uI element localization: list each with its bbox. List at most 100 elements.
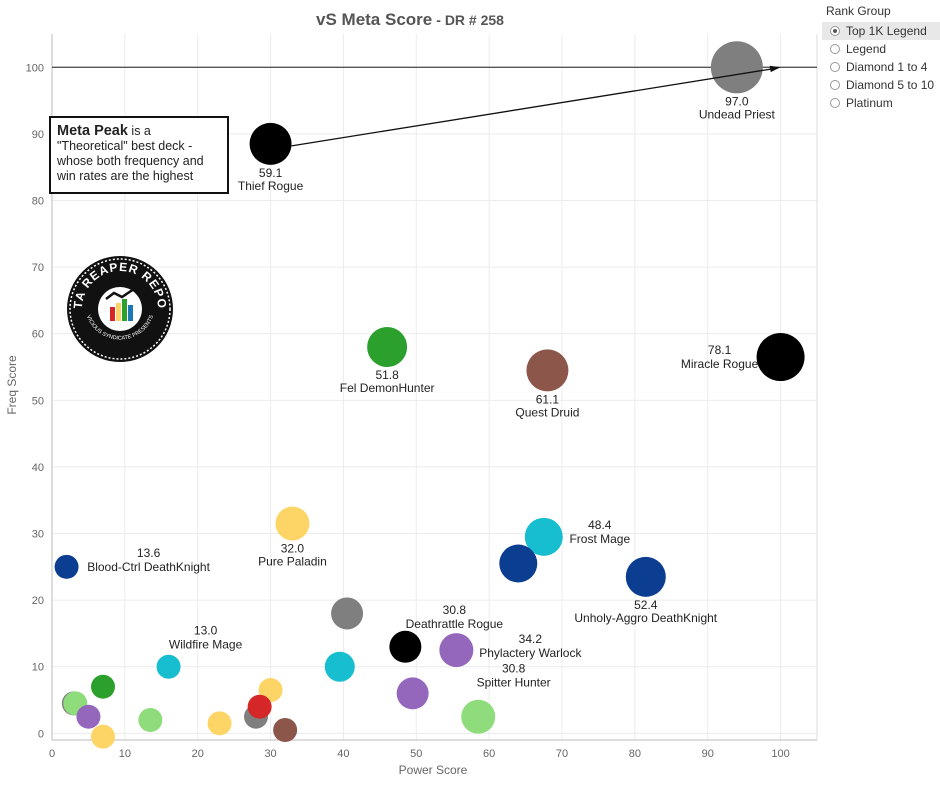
legend-items: Top 1K Legend Legend Diamond 1 to 4 Diamond… [822,22,940,112]
y-tick-label: 80 [32,196,44,208]
point-score-label: 97.0 [725,94,749,108]
data-point[interactable] [461,699,496,734]
data-point[interactable] [331,597,364,630]
legend-title: Rank Group [826,4,891,18]
data-reaper-logo: DATA REAPER REPORT VICIOUS SYNDICATE PRE… [66,255,173,362]
point-name-label: Fel DemonHunter [340,381,435,395]
data-point[interactable] [249,122,292,165]
y-tick-label: 70 [32,262,44,274]
y-tick-label: 60 [32,329,44,341]
data-point[interactable] [625,556,666,597]
data-point[interactable] [526,349,569,392]
data-point[interactable] [439,633,474,668]
grid [51,34,817,740]
data-point[interactable] [396,677,429,710]
point-name-label: Thief Rogue [238,179,304,193]
x-tick-label: 20 [192,748,204,760]
legend-option-label: Platinum [846,96,893,110]
x-tick-label: 90 [702,748,714,760]
point-name-label: Pure Paladin [258,555,327,569]
legend-option-legend[interactable]: Legend [822,40,940,58]
x-tick-label: 60 [483,748,495,760]
data-point[interactable] [76,704,101,729]
y-axis-label: Freq Score [5,355,19,415]
chart-subtitle: - [436,12,445,28]
arrow-line [291,68,773,147]
data-point[interactable] [156,654,181,679]
point-score-label: 48.4 [588,518,612,532]
point-name-label: Blood-Ctrl DeathKnight [87,560,210,574]
legend-option-diamond-5-to-10[interactable]: Diamond 5 to 10 [822,76,940,94]
point-score-label: 51.8 [375,368,399,382]
y-tick-label: 90 [32,129,44,141]
point-score-label: 32.0 [281,542,305,556]
point-name-label: Spitter Hunter [477,675,551,689]
chart-title-main: vS Meta Score [316,10,432,29]
point-score-label: 34.2 [519,632,543,646]
data-point[interactable] [324,651,355,682]
data-point[interactable] [389,630,422,663]
x-tick-label: 30 [264,748,276,760]
radio-icon[interactable] [830,98,840,108]
legend-option-label: Diamond 5 to 10 [846,78,935,92]
data-point[interactable] [138,708,163,733]
data-point[interactable] [273,718,298,743]
point-score-label: 52.4 [634,598,658,612]
legend-option-diamond-1-to-4[interactable]: Diamond 1 to 4 [822,58,940,76]
x-tick-label: 80 [629,748,641,760]
data-point[interactable] [91,724,115,749]
chart-title: vS Meta Score - DR # 258 [316,10,504,29]
data-point[interactable] [756,333,805,382]
point-name-label: Deathrattle Rogue [406,617,504,631]
radio-icon[interactable] [830,44,840,54]
y-tick-label: 10 [32,662,44,674]
data-point[interactable] [91,674,115,699]
point-score-label: 78.1 [708,343,732,357]
rank-group-legend: Rank Group Top 1K Legend Legend Diamond 1 … [822,2,940,112]
point-score-label: 30.8 [443,603,467,617]
point-score-label: 13.6 [137,546,161,560]
point-name-label: Frost Mage [569,532,630,546]
y-tick-label: 20 [32,595,44,607]
radio-icon[interactable] [830,62,840,72]
meta-peak-annotation: Meta Peak is a "Theoretical" best deck -… [49,116,229,194]
x-tick-label: 50 [410,748,422,760]
data-point[interactable] [367,327,408,368]
point-name-label: Undead Priest [699,107,776,121]
legend-option-label: Legend [846,42,887,56]
x-tick-label: 10 [119,748,131,760]
point-score-label: 30.8 [502,661,526,675]
legend-option-top-1k-legend[interactable]: Top 1K Legend [822,22,940,40]
point-score-label: 59.1 [259,166,283,180]
legend-option-platinum[interactable]: Platinum [822,94,940,112]
point-score-label: 13.0 [194,624,218,638]
data-point[interactable] [275,506,310,541]
x-tick-label: 0 [49,748,55,760]
legend-option-label: Top 1K Legend [846,24,927,38]
data-point[interactable] [207,711,232,736]
data-point[interactable] [499,544,538,583]
y-tick-label: 40 [32,462,44,474]
x-tick-label: 100 [771,748,789,760]
y-tick-label: 0 [38,728,44,740]
radio-icon[interactable] [830,26,840,36]
legend-option-label: Diamond 1 to 4 [846,60,928,74]
data-point[interactable] [524,517,563,556]
point-name-label: Phylactery Warlock [479,646,582,660]
point-name-label: Wildfire Mage [169,638,243,652]
data-point[interactable] [54,554,79,579]
arrow-head [769,65,781,73]
x-tick-label: 70 [556,748,568,760]
point-score-label: 61.1 [536,392,560,406]
data-point[interactable] [710,41,763,94]
radio-icon[interactable] [830,80,840,90]
y-tick-label: 100 [26,62,44,74]
y-tick-label: 30 [32,529,44,541]
data-point[interactable] [247,694,272,719]
point-name-label: Miracle Rogue [681,357,759,371]
data-points [54,41,805,749]
meta-peak-arrow [291,65,781,147]
annotation-bold: Meta Peak [57,123,128,139]
